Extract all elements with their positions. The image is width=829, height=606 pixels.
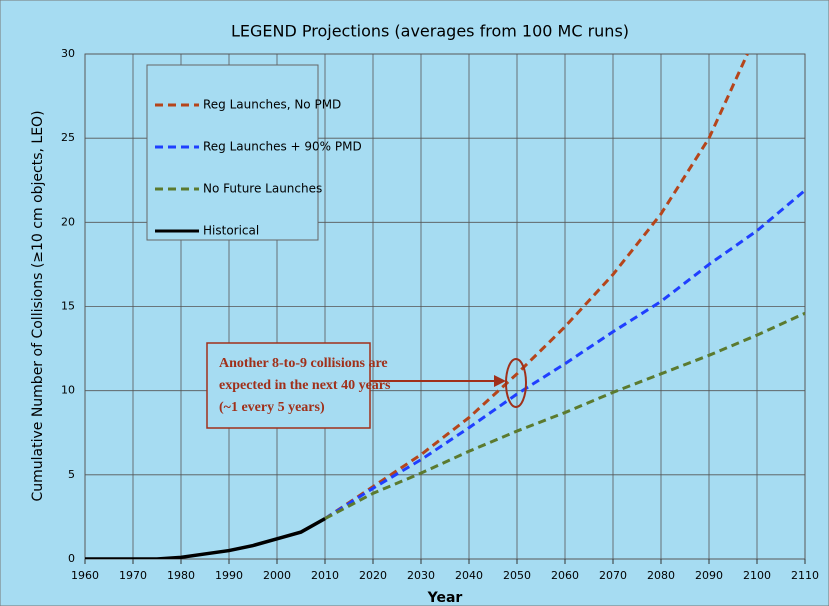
y-tick-label: 30 [61,47,75,60]
line-series [324,54,749,520]
x-tick-label: 1970 [119,569,147,582]
x-tick-label: 2020 [359,569,387,582]
x-tick-label: 1980 [167,569,195,582]
legend-box [146,64,319,241]
x-tick-label: 1990 [215,569,243,582]
x-tick-label: 1960 [71,569,99,582]
y-tick-label: 25 [61,131,75,144]
y-tick-label: 20 [61,215,75,228]
annotation-text: Another 8-to-9 collisions are [219,356,388,371]
legend-label: No Future Launches [203,182,322,196]
y-axis-label: Cumulative Number of Collisions (≥10 cm … [30,110,46,501]
x-tick-label: 2050 [503,569,531,582]
x-tick-label: 2000 [263,569,291,582]
x-tick-label: 2040 [455,569,483,582]
annotation-text: expected in the next 40 years [219,378,391,393]
annotation-ellipse [505,358,527,408]
legend-label: Historical [203,224,259,238]
chart-title: LEGEND Projections (averages from 100 MC… [231,22,629,41]
line-series [85,517,326,559]
x-tick-label: 2060 [551,569,579,582]
annotation-box [206,342,371,429]
x-tick-label: 2110 [791,569,819,582]
y-tick-label: 10 [61,384,75,397]
x-tick-label: 2100 [743,569,771,582]
x-axis-label: Year [427,590,463,606]
legend-label: Reg Launches, No PMD [203,98,341,112]
x-tick-label: 2090 [695,569,723,582]
x-tick-label: 2010 [311,569,339,582]
y-tick-label: 15 [61,300,75,313]
line-series [324,311,805,520]
line-series [324,189,805,520]
legend-label: Reg Launches + 90% PMD [203,140,362,154]
x-tick-label: 2030 [407,569,435,582]
y-tick-label: 0 [68,552,75,565]
x-tick-label: 2070 [599,569,627,582]
arrow-head [494,375,506,387]
y-tick-label: 5 [68,468,75,481]
annotation-text: (~1 every 5 years) [219,400,325,415]
x-tick-label: 2080 [647,569,675,582]
